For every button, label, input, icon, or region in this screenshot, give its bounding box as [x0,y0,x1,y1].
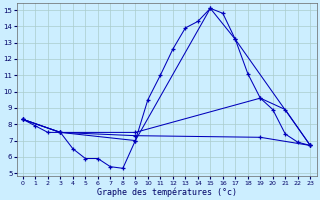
X-axis label: Graphe des températures (°c): Graphe des températures (°c) [97,187,236,197]
